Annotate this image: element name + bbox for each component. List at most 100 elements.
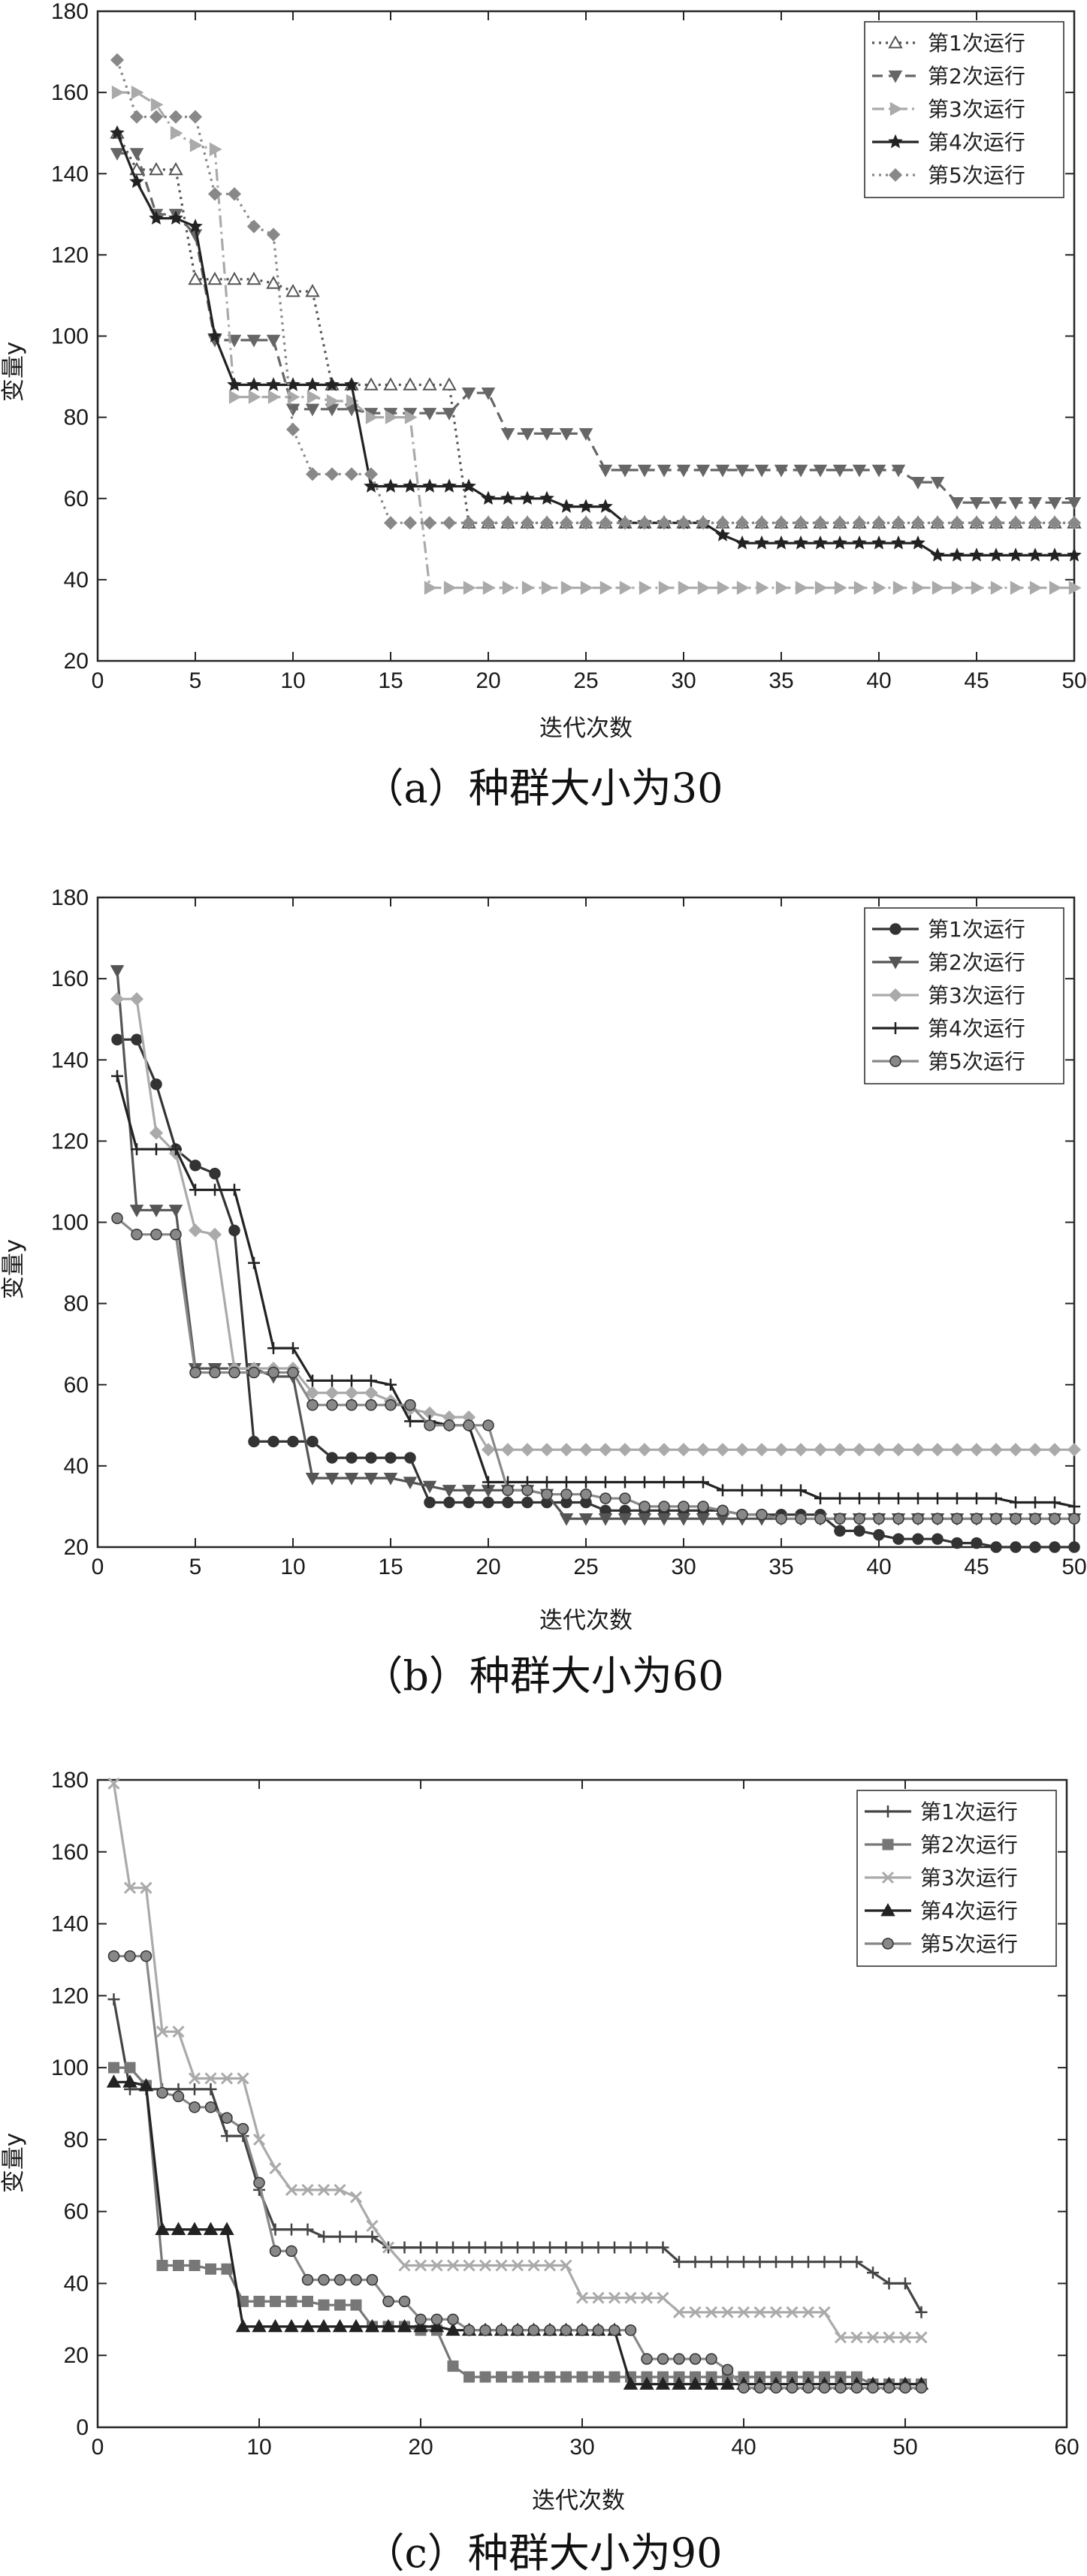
series-2-point — [617, 1513, 633, 1526]
series-2-point — [676, 464, 691, 478]
series-5-point — [971, 1513, 983, 1525]
series-5-point — [689, 2353, 702, 2365]
series-4 — [111, 1069, 1080, 1513]
series-1-point — [495, 2241, 508, 2254]
y-tick-label: 0 — [76, 2415, 89, 2440]
series-2-point — [520, 428, 535, 441]
series-4-point — [598, 499, 613, 513]
y-tick-label: 180 — [51, 1768, 89, 1793]
series-4-point — [717, 1484, 729, 1497]
series-4-point — [639, 1476, 651, 1489]
series-3-point — [541, 581, 554, 595]
series-3-point — [479, 2259, 492, 2272]
series-5-point — [873, 1513, 885, 1525]
series-5-point — [696, 516, 711, 530]
series-3-point — [637, 1443, 652, 1457]
legend-swatch-marker — [888, 35, 903, 49]
series-4-point — [930, 547, 945, 562]
legend-entry-label: 第2次运行 — [920, 1832, 1018, 1857]
series-3-point — [511, 2259, 524, 2272]
series-3-point — [971, 581, 984, 595]
series-3-point — [365, 410, 379, 424]
series-3-point — [502, 581, 515, 595]
series-2-point — [852, 464, 867, 478]
series-3-point — [123, 1881, 137, 1894]
series-5-point — [1029, 1513, 1041, 1525]
series-3-point — [500, 1443, 515, 1457]
series-2-point — [168, 1205, 183, 1217]
series-5-point — [168, 110, 183, 124]
series-1-point — [318, 2231, 330, 2243]
series-3-point — [1067, 1443, 1082, 1457]
series-3-point — [793, 1443, 808, 1457]
series-5-point — [1047, 516, 1062, 530]
series-3-point — [285, 2183, 298, 2196]
panel-a: 0 5 10 15 20 25 30 35 40 45 50 20 40 60 80 100 120 140 160… — [0, 0, 1087, 812]
series-5-point — [834, 1513, 846, 1525]
series-3-point — [520, 1443, 535, 1457]
series-1-point — [424, 1496, 436, 1509]
series-1-point — [305, 283, 320, 297]
series-5-point — [447, 2313, 459, 2326]
legend-entry-label: 第1次运行 — [928, 917, 1025, 942]
series-3-point — [580, 581, 593, 595]
series-1-point — [1068, 1541, 1080, 1553]
series-1-point — [189, 1160, 201, 1172]
series-2-point — [447, 2360, 459, 2372]
series-5-point — [802, 2381, 814, 2394]
series-2-point — [576, 2371, 588, 2383]
series-4-point — [188, 219, 203, 233]
series-3-point — [481, 1443, 496, 1457]
series-1 — [107, 1993, 928, 2318]
series-3-point — [689, 2306, 702, 2318]
y-tick-label: 20 — [64, 1535, 89, 1560]
series-3-point — [672, 2306, 686, 2318]
panel-a-xlabel: 迭代次数 — [539, 715, 633, 742]
series-1-point — [544, 2241, 556, 2254]
series-5-point — [482, 1419, 494, 1431]
series-2-point — [735, 464, 750, 478]
series-1-point — [641, 2241, 653, 2254]
series-5-point — [305, 467, 320, 481]
series-1-point — [786, 2255, 799, 2268]
series-3-point — [156, 2026, 169, 2038]
series-3-point — [364, 1386, 379, 1400]
x-tick-label: 30 — [569, 2435, 594, 2460]
series-5-point — [111, 1212, 123, 1224]
series-4-point — [325, 377, 340, 391]
series-2-point — [774, 464, 789, 478]
series-2-point — [598, 464, 613, 478]
series-3-point — [898, 2331, 912, 2344]
series-5-point — [599, 1492, 611, 1504]
series-3-point — [424, 581, 437, 595]
series-5-point — [228, 1366, 240, 1379]
series-3 — [110, 992, 1082, 1457]
series-1-point — [430, 2241, 443, 2254]
series-5-point — [899, 2381, 911, 2394]
x-tick-label: 60 — [1054, 2435, 1079, 2460]
series-5-point — [931, 1513, 944, 1525]
series-4-point — [1008, 547, 1023, 562]
series-4-point — [305, 377, 320, 391]
series-4-point — [316, 2318, 331, 2333]
legend-swatch-marker — [889, 101, 903, 116]
series-3-point — [559, 1443, 574, 1457]
series-5-point — [172, 2090, 185, 2103]
series-3-point — [696, 1443, 711, 1457]
series-5-point — [1067, 516, 1082, 530]
series-5-point — [527, 2324, 540, 2336]
series-3-point — [658, 581, 672, 595]
series-5-point — [364, 467, 379, 481]
legend-swatch-marker — [888, 956, 903, 970]
series-4-point — [1067, 547, 1082, 562]
series-5-point — [775, 1513, 787, 1525]
series-5-point — [204, 2101, 217, 2113]
series-3 — [111, 85, 1082, 595]
y-tick-label: 180 — [51, 0, 89, 24]
legend-entry-label: 第3次运行 — [928, 983, 1025, 1008]
series-4-point — [754, 535, 769, 550]
series-3-point — [619, 581, 633, 595]
series-2-point — [910, 476, 925, 490]
